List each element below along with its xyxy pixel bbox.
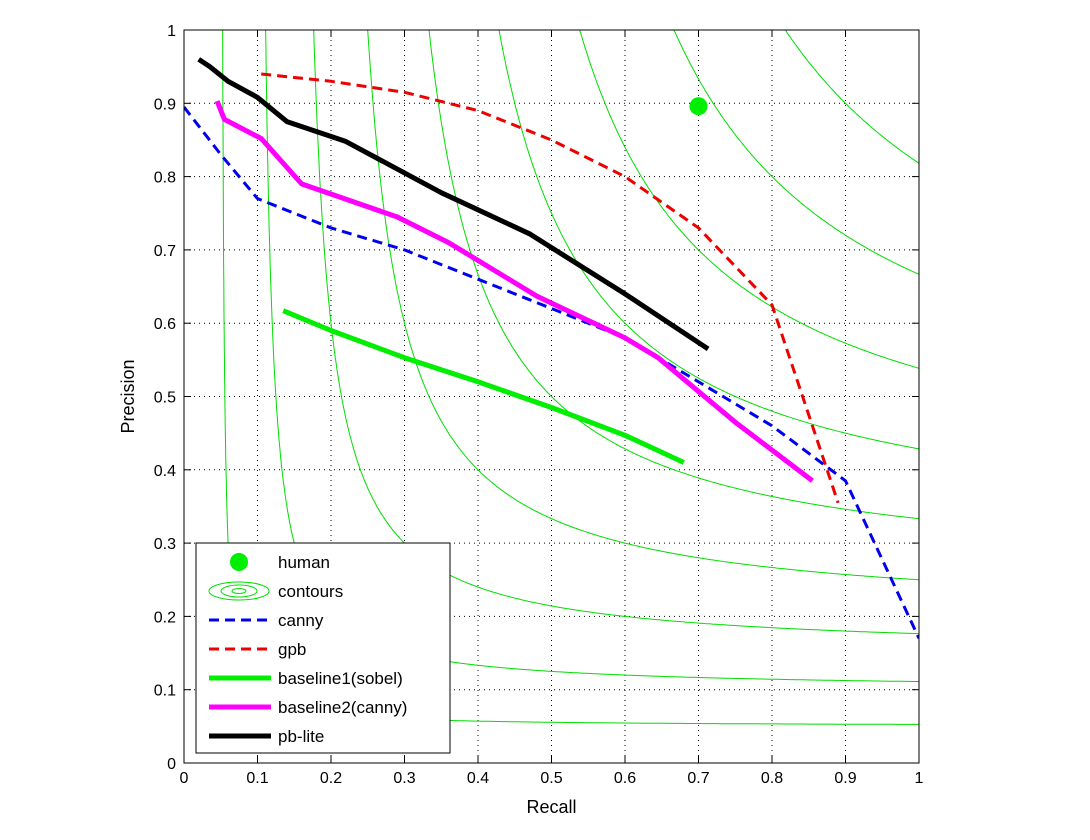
series-line-baseline1-sobel- xyxy=(282,308,685,465)
x-tick-label: 1 xyxy=(915,770,924,787)
iso-f-contour xyxy=(579,30,919,369)
series-line-canny xyxy=(184,106,919,640)
legend-series-label: canny xyxy=(278,611,324,630)
y-tick-label: 0.6 xyxy=(154,316,176,333)
legend-box xyxy=(195,542,451,754)
series-lines xyxy=(184,57,919,640)
y-tick-label: 0.3 xyxy=(154,536,176,553)
human-marker-layer xyxy=(689,97,708,116)
iso-f-contour xyxy=(673,30,919,275)
y-tick-label: 0.5 xyxy=(154,390,176,407)
series-line-baseline2-canny- xyxy=(214,100,814,483)
iso-f-contour xyxy=(367,30,919,581)
x-tick-label: 0.8 xyxy=(761,770,783,787)
legend-series-label: pb-lite xyxy=(278,727,324,746)
iso-f-contour xyxy=(313,30,919,635)
legend: human contours canny gpb baseline1(sobel) b… xyxy=(195,542,451,754)
x-tick-label: 0.3 xyxy=(393,770,415,787)
y-tick-label: 1 xyxy=(167,23,176,40)
y-tick-label: 0 xyxy=(167,756,176,773)
y-tick-label: 0.7 xyxy=(154,243,176,260)
legend-series-label: baseline1(sobel) xyxy=(278,669,403,688)
legend-contours-symbol xyxy=(208,581,270,601)
legend-contours-label: contours xyxy=(278,582,343,601)
legend-series-label: baseline2(canny) xyxy=(278,698,407,717)
y-axis-label: Precision xyxy=(118,359,138,433)
y-tick-label: 0.1 xyxy=(154,683,176,700)
x-tick-label: 0.1 xyxy=(246,770,268,787)
x-tick-label: 0.5 xyxy=(540,770,562,787)
y-tick-label: 0.2 xyxy=(154,609,176,626)
iso-f-contour xyxy=(498,30,919,450)
iso-f-contour xyxy=(428,30,919,520)
legend-human-marker xyxy=(230,553,248,571)
iso-f-contour xyxy=(784,30,919,164)
x-tick-label: 0.4 xyxy=(467,770,489,787)
legend-series-label: gpb xyxy=(278,640,306,659)
x-axis-label: Recall xyxy=(526,797,576,817)
x-tick-label: 0.6 xyxy=(614,770,636,787)
ticks: 0 0.1 0.2 0.3 0.4 0.5 0.6 0.7 0.8 0.9 1 0 0.1 0.2 0.3 0… xyxy=(154,23,924,787)
legend-human-label: human xyxy=(278,553,330,572)
x-tick-label: 0.9 xyxy=(834,770,856,787)
y-tick-label: 0.8 xyxy=(154,170,176,187)
y-tick-label: 0.9 xyxy=(154,96,176,113)
x-tick-label: 0.7 xyxy=(687,770,709,787)
x-tick-label: 0 xyxy=(180,770,189,787)
human-point xyxy=(689,97,708,116)
series-line-pb-lite xyxy=(197,57,710,351)
x-tick-label: 0.2 xyxy=(320,770,342,787)
y-tick-label: 0.4 xyxy=(154,463,176,480)
